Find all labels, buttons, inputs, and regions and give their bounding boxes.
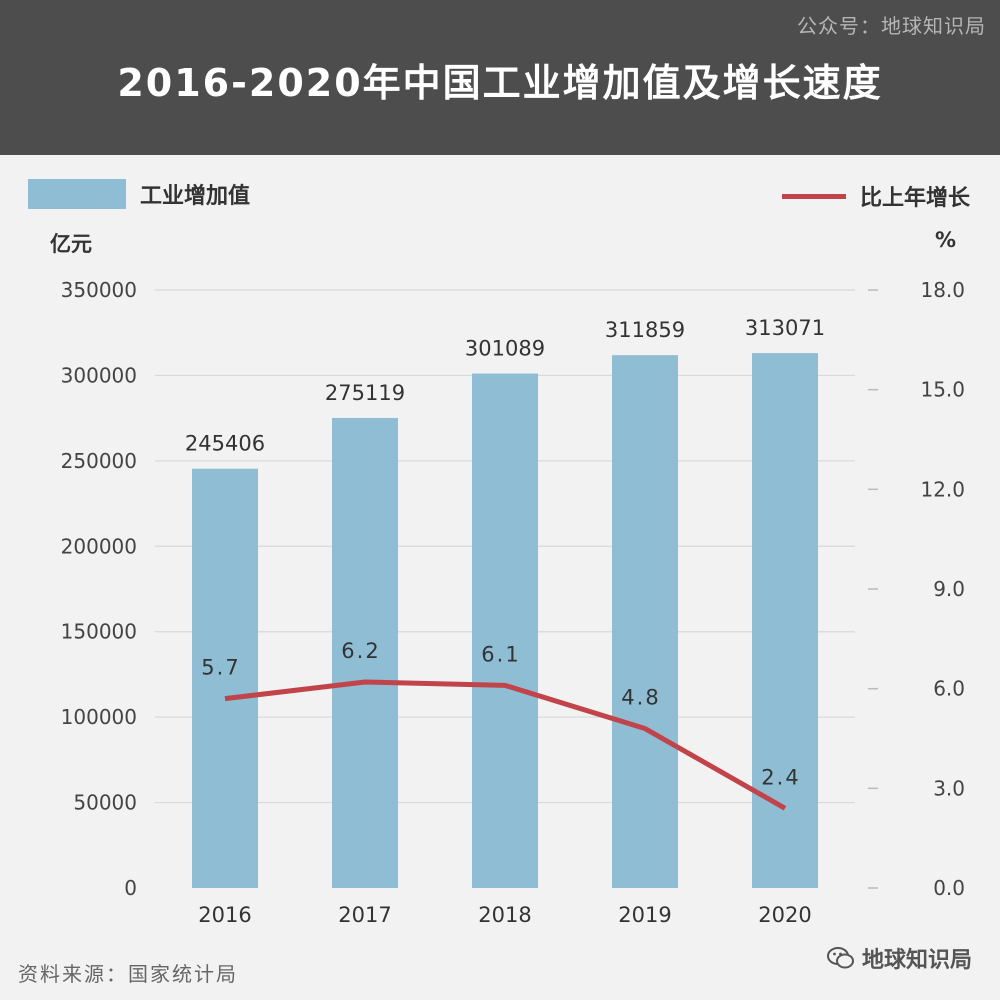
growth-line	[224, 679, 787, 811]
x-tick-label: 2017	[338, 903, 391, 927]
right-axis-unit: %	[935, 228, 957, 252]
y-left-tick-label: 150000	[61, 620, 137, 644]
wechat-icon	[826, 947, 854, 969]
legend-line-label: 比上年增长	[859, 186, 970, 211]
bar-value-label: 313071	[745, 316, 825, 340]
bar	[612, 355, 678, 888]
legend-bar-swatch	[28, 179, 126, 209]
header-banner: 公众号：地球知识局 2016-2020年中国工业增加值及增长速度	[0, 0, 1000, 155]
x-tick-label: 2019	[618, 903, 671, 927]
data-source: 资料来源：国家统计局	[18, 962, 238, 986]
y-left-tick-label: 250000	[61, 449, 137, 473]
bar	[752, 353, 818, 888]
y-right-tick-label: 15.0	[920, 378, 965, 402]
y-left-tick-label: 50000	[73, 791, 137, 815]
line-value-label: 6.1	[481, 642, 520, 666]
legend-bar-label: 工业增加值	[140, 184, 251, 209]
bar	[332, 417, 398, 888]
legend-bar: 工业增加值	[28, 178, 250, 210]
brand-mark: 地球知识局	[826, 942, 972, 974]
y-right-tick-label: 9.0	[933, 577, 965, 601]
y-right-tick-label: 3.0	[933, 776, 965, 800]
y-left-tick-label: 350000	[61, 278, 137, 302]
legend-line-swatch	[781, 193, 846, 199]
bar-value-label: 311859	[605, 318, 685, 342]
legend-line: 比上年增长	[781, 180, 970, 212]
y-left-tick-label: 200000	[61, 534, 137, 558]
brand-name: 地球知识局	[861, 948, 972, 973]
y-right-tick-label: 0.0	[933, 876, 965, 900]
y-left-tick-label: 100000	[61, 705, 137, 729]
line-value-label: 2.4	[761, 765, 800, 789]
line-value-label: 4.8	[621, 686, 660, 710]
x-tick-label: 2020	[758, 903, 811, 927]
y-right-tick-label: 6.0	[933, 677, 965, 701]
bar-value-label: 301089	[465, 337, 545, 361]
y-right-tick-label: 18.0	[920, 278, 965, 302]
bar-value-label: 275119	[325, 381, 405, 405]
y-left-tick-label: 300000	[61, 363, 137, 387]
x-tick-label: 2016	[198, 903, 251, 927]
bar	[472, 373, 538, 888]
line-value-label: 5.7	[201, 656, 240, 680]
account-name: 公众号：地球知识局	[797, 14, 986, 38]
y-left-tick-label: 0	[124, 876, 137, 900]
bar	[192, 468, 258, 888]
bar-value-label: 245406	[185, 432, 265, 456]
chart-title: 2016-2020年中国工业增加值及增长速度	[117, 61, 883, 105]
line-value-label: 6.2	[341, 639, 380, 663]
x-tick-label: 2018	[478, 903, 531, 927]
y-right-tick-label: 12.0	[920, 477, 965, 501]
left-axis-unit: 亿元	[50, 232, 92, 256]
